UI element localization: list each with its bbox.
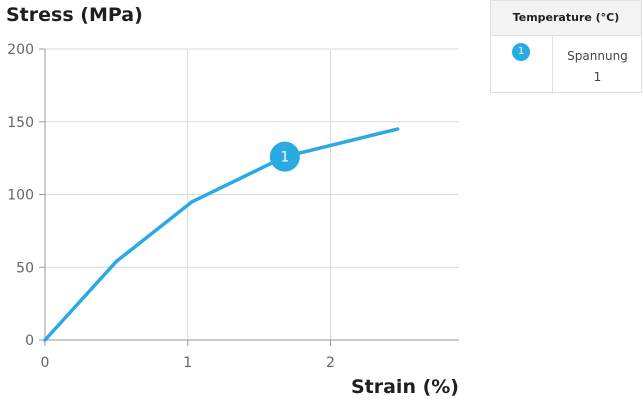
x-tick-label: 2	[326, 355, 335, 371]
series-marker	[269, 141, 300, 172]
legend-entry-label: Spannung 1	[567, 49, 628, 84]
x-tick-label: 1	[183, 355, 192, 371]
y-tick-label: 50	[16, 260, 34, 276]
data-point	[114, 259, 118, 264]
y-axis-label: Stress (MPa)	[6, 4, 143, 26]
legend-title: Temperature (°C)	[491, 1, 641, 36]
data-point	[190, 200, 194, 204]
y-tick-label: 0	[25, 333, 34, 349]
y-tick-label: 100	[7, 188, 34, 204]
y-tick-label: 150	[7, 115, 34, 131]
y-tick-label: 200	[7, 42, 34, 58]
data-point	[396, 127, 400, 131]
data-point	[43, 338, 47, 342]
legend-entry[interactable]: 1 Spannung 1	[491, 36, 641, 94]
series-line	[43, 127, 400, 342]
series-marker-label: 1	[280, 150, 289, 166]
x-tick-label: 0	[41, 355, 50, 371]
x-axis-label: Strain (%)	[350, 376, 459, 398]
line-chart: 0 50 100 150 200 0 1 2 1	[7, 42, 459, 371]
legend: Temperature (°C) 1 Spannung 1	[490, 0, 642, 94]
legend-badge: 1	[512, 43, 530, 61]
legend-divider	[552, 36, 553, 94]
